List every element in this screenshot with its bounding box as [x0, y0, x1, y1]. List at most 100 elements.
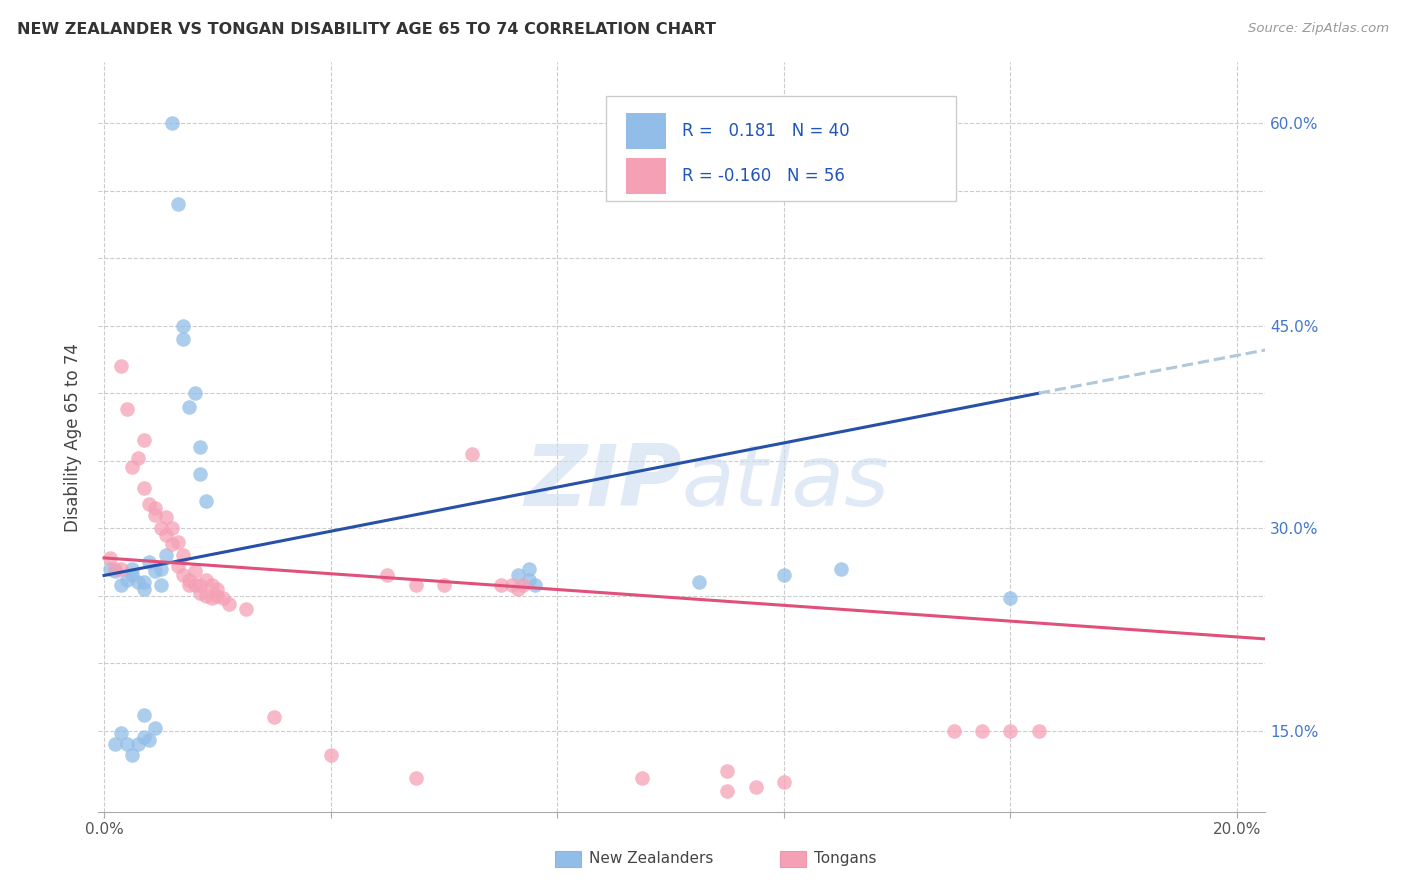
Point	[517, 573, 540, 587]
Point	[127, 575, 149, 590]
Point	[506, 582, 529, 596]
Point	[104, 562, 127, 576]
Point	[138, 733, 160, 747]
Text: ZIP: ZIP	[524, 441, 682, 524]
Point	[121, 568, 143, 582]
Point	[177, 573, 200, 587]
Point	[190, 467, 212, 482]
Point	[149, 578, 172, 592]
Point	[1000, 723, 1022, 738]
Point	[212, 591, 235, 606]
Point	[110, 562, 132, 576]
Point	[319, 747, 342, 762]
Point	[207, 582, 229, 596]
Point	[688, 575, 710, 590]
Point	[405, 771, 427, 785]
Point	[506, 568, 529, 582]
Point	[190, 578, 212, 592]
Point	[716, 764, 738, 779]
Point	[121, 460, 143, 475]
Point	[942, 723, 965, 738]
Point	[98, 562, 121, 576]
Point	[433, 578, 456, 592]
Point	[110, 578, 132, 592]
Point	[155, 510, 177, 524]
Point	[195, 589, 218, 603]
Point	[104, 565, 127, 579]
Point	[143, 500, 166, 515]
Point	[218, 597, 240, 611]
Text: New Zealanders: New Zealanders	[589, 852, 713, 866]
Point	[190, 586, 212, 600]
Text: NEW ZEALANDER VS TONGAN DISABILITY AGE 65 TO 74 CORRELATION CHART: NEW ZEALANDER VS TONGAN DISABILITY AGE 6…	[17, 22, 716, 37]
Point	[773, 568, 796, 582]
Point	[183, 565, 205, 579]
Point	[172, 568, 194, 582]
FancyBboxPatch shape	[626, 113, 665, 149]
FancyBboxPatch shape	[606, 96, 956, 201]
Point	[132, 582, 155, 596]
Point	[177, 578, 200, 592]
Point	[773, 775, 796, 789]
Point	[110, 726, 132, 740]
Point	[166, 197, 188, 211]
Y-axis label: Disability Age 65 to 74: Disability Age 65 to 74	[63, 343, 82, 532]
Text: Tongans: Tongans	[814, 852, 876, 866]
Point	[201, 578, 224, 592]
Point	[1028, 723, 1050, 738]
Point	[201, 591, 224, 606]
Point	[132, 481, 155, 495]
Point	[972, 723, 994, 738]
Point	[132, 575, 155, 590]
Point	[160, 521, 183, 535]
Point	[405, 578, 427, 592]
Point	[121, 562, 143, 576]
Point	[110, 359, 132, 374]
Point	[160, 537, 183, 551]
Point	[160, 116, 183, 130]
Point	[143, 565, 166, 579]
Point	[177, 400, 200, 414]
Point	[166, 559, 188, 574]
Point	[138, 497, 160, 511]
Point	[195, 494, 218, 508]
Point	[489, 578, 512, 592]
Point	[132, 707, 155, 722]
Point	[121, 747, 143, 762]
Point	[183, 386, 205, 401]
Point	[149, 521, 172, 535]
Point	[172, 318, 194, 333]
FancyBboxPatch shape	[626, 158, 665, 194]
Text: Source: ZipAtlas.com: Source: ZipAtlas.com	[1249, 22, 1389, 36]
Point	[517, 562, 540, 576]
Point	[195, 573, 218, 587]
Point	[523, 578, 546, 592]
Point	[190, 440, 212, 454]
Point	[143, 508, 166, 522]
Point	[115, 402, 138, 417]
Point	[235, 602, 257, 616]
Point	[744, 780, 766, 795]
Point	[512, 578, 534, 592]
Point	[132, 434, 155, 448]
Point	[115, 737, 138, 751]
Point	[127, 450, 149, 465]
Point	[263, 710, 285, 724]
Point	[461, 447, 484, 461]
Text: R = -0.160   N = 56: R = -0.160 N = 56	[682, 167, 845, 185]
Point	[183, 578, 205, 592]
Text: atlas: atlas	[682, 441, 890, 524]
Point	[716, 784, 738, 798]
Point	[166, 534, 188, 549]
Point	[138, 555, 160, 569]
Point	[132, 731, 155, 745]
Point	[127, 737, 149, 751]
Point	[501, 578, 523, 592]
Point	[631, 771, 654, 785]
Point	[375, 568, 398, 582]
Point	[172, 548, 194, 562]
Point	[104, 737, 127, 751]
Point	[1000, 591, 1022, 606]
Text: R =   0.181   N = 40: R = 0.181 N = 40	[682, 122, 849, 140]
Point	[149, 562, 172, 576]
